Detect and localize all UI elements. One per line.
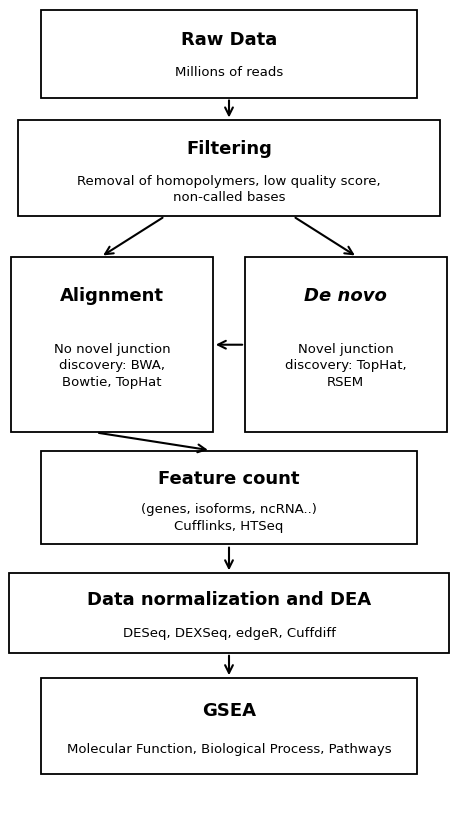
FancyBboxPatch shape bbox=[41, 678, 417, 774]
Text: (genes, isoforms, ncRNA..)
Cufflinks, HTSeq: (genes, isoforms, ncRNA..) Cufflinks, HT… bbox=[141, 503, 317, 533]
Text: DESeq, DEXSeq, edgeR, Cuffdiff: DESeq, DEXSeq, edgeR, Cuffdiff bbox=[123, 627, 335, 640]
Text: No novel junction
discovery: BWA,
Bowtie, TopHat: No novel junction discovery: BWA, Bowtie… bbox=[54, 343, 170, 389]
Text: Novel junction
discovery: TopHat,
RSEM: Novel junction discovery: TopHat, RSEM bbox=[285, 343, 407, 389]
Text: Molecular Function, Biological Process, Pathways: Molecular Function, Biological Process, … bbox=[67, 742, 391, 755]
FancyBboxPatch shape bbox=[11, 257, 213, 433]
FancyBboxPatch shape bbox=[18, 120, 440, 216]
Text: Filtering: Filtering bbox=[186, 140, 272, 158]
Text: Feature count: Feature count bbox=[158, 470, 300, 488]
Text: Data normalization and DEA: Data normalization and DEA bbox=[87, 591, 371, 609]
FancyBboxPatch shape bbox=[245, 257, 447, 433]
Text: Millions of reads: Millions of reads bbox=[175, 67, 283, 80]
Text: Raw Data: Raw Data bbox=[181, 32, 277, 50]
FancyBboxPatch shape bbox=[41, 450, 417, 545]
FancyBboxPatch shape bbox=[41, 10, 417, 98]
Text: De novo: De novo bbox=[305, 287, 387, 305]
Text: GSEA: GSEA bbox=[202, 702, 256, 720]
FancyBboxPatch shape bbox=[9, 573, 449, 653]
Text: Removal of homopolymers, low quality score,
non-called bases: Removal of homopolymers, low quality sco… bbox=[77, 175, 381, 204]
Text: Alignment: Alignment bbox=[60, 287, 164, 305]
